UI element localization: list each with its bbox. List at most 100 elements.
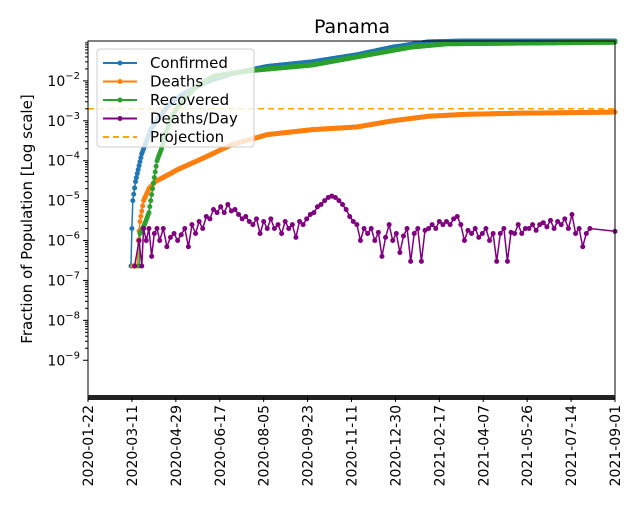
series-recovered-point xyxy=(148,198,154,204)
x-tick-label: 2020-09-23 xyxy=(301,405,317,486)
y-tick-label: 10−5 xyxy=(47,191,80,210)
series-deaths-day-point xyxy=(261,218,267,224)
series-deaths-day-point xyxy=(404,226,410,232)
series-confirmed-point xyxy=(136,163,142,169)
series-deaths-day-point xyxy=(415,226,421,232)
series-deaths-day-point xyxy=(411,231,417,237)
series-recovered-point xyxy=(150,186,156,192)
series-recovered-point xyxy=(151,174,157,180)
series-deaths-day-point xyxy=(569,211,575,217)
series-deaths-day-point xyxy=(203,214,209,220)
series-deaths-day-point xyxy=(433,226,439,232)
series-deaths-day-point xyxy=(318,201,324,207)
series-deaths-day-point xyxy=(232,206,238,212)
legend-recovered-marker xyxy=(117,97,123,103)
series-deaths-day-point xyxy=(461,238,467,244)
series-deaths-day-point xyxy=(469,231,475,237)
series-deaths-day-point xyxy=(526,226,532,232)
series-deaths-day-point xyxy=(257,231,263,237)
series-deaths-day-point xyxy=(250,222,256,228)
series-deaths-day-point xyxy=(429,222,435,228)
series-deaths-day-point xyxy=(146,226,152,232)
legend-deaths-day-marker xyxy=(117,116,123,121)
series-deaths-day-point xyxy=(178,232,184,238)
y-tick-label: 10−9 xyxy=(47,350,80,369)
y-tick-label: 10−3 xyxy=(47,111,80,130)
series-deaths-day-point xyxy=(479,231,485,237)
series-deaths-day-point xyxy=(558,222,564,228)
series-deaths-day-point xyxy=(426,226,432,232)
series-deaths-day-point xyxy=(490,231,496,237)
series-deaths-day-point xyxy=(576,226,582,232)
chart-title: Panama xyxy=(314,16,390,38)
series-deaths-day-point xyxy=(207,216,213,222)
x-tick-label: 2020-08-05 xyxy=(257,405,273,486)
series-deaths-day-point xyxy=(573,231,579,237)
x-tick-label: 2020-12-30 xyxy=(388,405,404,486)
series-deaths-day-point xyxy=(275,222,281,228)
series-deaths-day-point xyxy=(271,226,277,232)
x-tick-label: 2020-03-11 xyxy=(125,405,141,486)
series-deaths-day-point xyxy=(322,198,328,204)
series-deaths-day-point xyxy=(562,216,568,222)
series-deaths-day-point xyxy=(164,244,170,250)
series-deaths-day-point xyxy=(522,226,528,232)
series-deaths-day-point xyxy=(383,234,389,240)
series-deaths-day-point xyxy=(136,238,142,244)
series-confirmed-point xyxy=(133,175,139,181)
series-confirmed-point xyxy=(132,185,138,191)
x-tick-label: 2021-09-01 xyxy=(608,405,624,486)
y-tick-label: 10−2 xyxy=(47,71,80,90)
legend-box xyxy=(96,48,255,148)
series-deaths-day-point xyxy=(343,206,349,212)
series-deaths-day-point xyxy=(297,218,303,224)
series-deaths-day-point xyxy=(347,214,353,220)
series-deaths-day-point xyxy=(476,234,482,240)
series-deaths-day-point xyxy=(246,218,252,224)
series-deaths-day-point xyxy=(533,227,539,233)
y-tick-label: 10−4 xyxy=(47,151,80,170)
series-deaths-day-point xyxy=(494,258,500,264)
series-deaths-day-point xyxy=(221,210,227,216)
series-deaths-point xyxy=(139,208,145,214)
series-deaths-day-line xyxy=(133,195,616,267)
series-confirmed-point xyxy=(133,179,139,185)
series-deaths-day-point xyxy=(193,231,199,237)
series-deaths-day-point xyxy=(458,222,464,228)
legend-recovered-label: Recovered xyxy=(150,91,229,109)
legend-confirmed-marker xyxy=(117,60,123,66)
series-deaths-day-point xyxy=(530,222,536,228)
series-deaths-day-point xyxy=(372,238,378,244)
series-deaths-day-point xyxy=(519,231,525,237)
series-recovered-point xyxy=(152,169,158,175)
series-deaths-day-point xyxy=(587,226,593,232)
series-deaths-day-point xyxy=(160,226,166,232)
series-deaths-day-point xyxy=(400,233,406,239)
series-deaths-point xyxy=(138,213,144,219)
series-deaths-day-point xyxy=(139,263,145,269)
x-tick-label: 2021-07-14 xyxy=(564,405,580,486)
series-deaths-day-point xyxy=(483,226,489,232)
series-deaths-day-point xyxy=(286,226,292,232)
legend-confirmed-label: Confirmed xyxy=(150,54,228,72)
series-deaths-day-point xyxy=(340,201,346,207)
y-axis-label: Fraction of Population [Log scale] xyxy=(18,94,36,343)
series-deaths-day-point xyxy=(282,218,288,224)
legend-deaths-label: Deaths xyxy=(150,73,203,91)
series-deaths-day-point xyxy=(497,231,503,237)
series-deaths-point xyxy=(137,218,143,224)
series-deaths-day-point xyxy=(143,238,149,244)
series-deaths-day-point xyxy=(357,238,363,244)
series-deaths-day-point xyxy=(185,244,191,250)
series-deaths-day-point xyxy=(515,222,521,228)
series-deaths-day-point xyxy=(167,234,173,240)
y-tick-label: 10−6 xyxy=(47,231,80,250)
series-deaths-day-point xyxy=(314,204,320,210)
series-deaths-day-point xyxy=(436,218,442,224)
series-deaths-day-point xyxy=(465,227,471,233)
legend-deaths-marker xyxy=(117,79,123,84)
series-deaths-day-point xyxy=(354,222,360,228)
series-deaths-day-point xyxy=(200,226,206,232)
series-confirmed-point xyxy=(134,171,140,177)
